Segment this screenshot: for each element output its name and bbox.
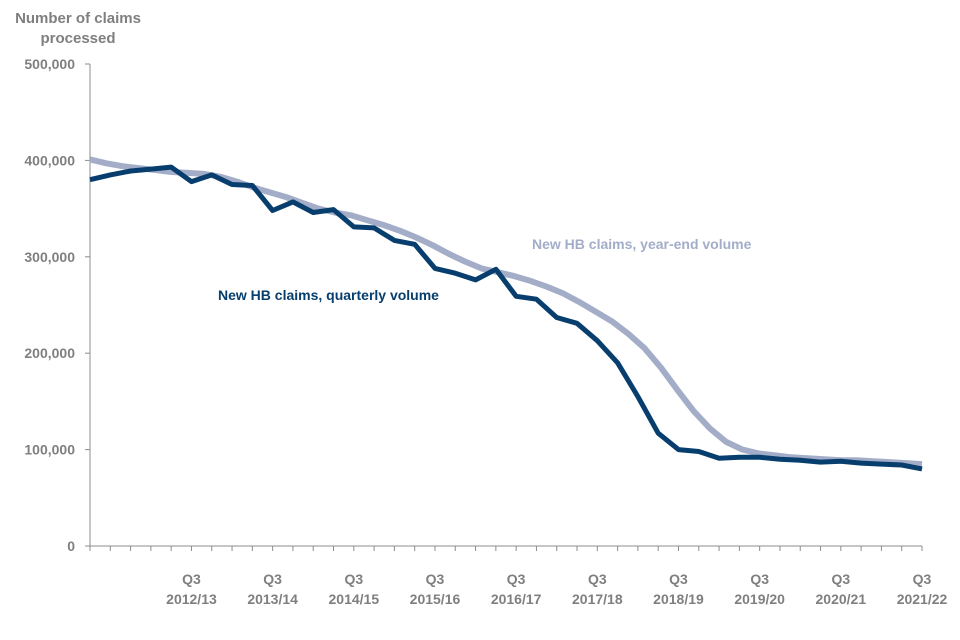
x-tick-label-year: 2018/19: [653, 591, 704, 607]
x-tick-label-year: 2019/20: [734, 591, 785, 607]
x-tick-label-year: 2015/16: [410, 591, 461, 607]
y-tick-label: 500,000: [24, 56, 75, 72]
y-tick-label: 300,000: [24, 249, 75, 265]
y-tick-label: 400,000: [24, 152, 75, 168]
x-tick-label-year: 2013/14: [247, 591, 298, 607]
x-tick-label-quarter: Q3: [588, 571, 607, 587]
y-tick-label: 0: [67, 538, 75, 554]
y-tick-label: 200,000: [24, 345, 75, 361]
x-tick-label-year: 2021/22: [897, 591, 948, 607]
y-axis-title-line-2: processed: [40, 30, 115, 47]
annotation-year-end: New HB claims, year-end volume: [532, 236, 752, 252]
y-axis-title-line-1: Number of claims: [15, 10, 141, 27]
x-ticks: Q3 2012/13 Q3 2013/14 Q3 2014/15 Q3 2015/16 Q3 20…: [89, 546, 948, 607]
x-tick-label-quarter: Q3: [507, 571, 526, 587]
series-lines: [89, 156, 923, 472]
x-tick-label-year: 2012/13: [166, 591, 217, 607]
x-tick-label-quarter: Q3: [263, 571, 282, 587]
series-line-quarterly: [89, 164, 923, 472]
x-tick-label-quarter: Q3: [669, 571, 688, 587]
x-tick-label-quarter: Q3: [913, 571, 932, 587]
x-tick-label-quarter: Q3: [426, 571, 445, 587]
x-tick-label-quarter: Q3: [750, 571, 769, 587]
x-tick-label-quarter: Q3: [182, 571, 201, 587]
x-tick-label-year: 2014/15: [329, 591, 380, 607]
x-tick-label-year: 2016/17: [491, 591, 542, 607]
series-line-year-end: [89, 156, 923, 468]
y-tick-label: 100,000: [24, 442, 75, 458]
x-tick-label-quarter: Q3: [344, 571, 363, 587]
annotation-quarterly: New HB claims, quarterly volume: [218, 287, 439, 303]
x-tick-label-year: 2017/18: [572, 591, 623, 607]
y-ticks: 0 100,000 200,000 300,000 400,000 500,000: [24, 56, 90, 554]
x-tick-label-year: 2020/21: [816, 591, 867, 607]
x-tick-label-quarter: Q3: [831, 571, 850, 587]
